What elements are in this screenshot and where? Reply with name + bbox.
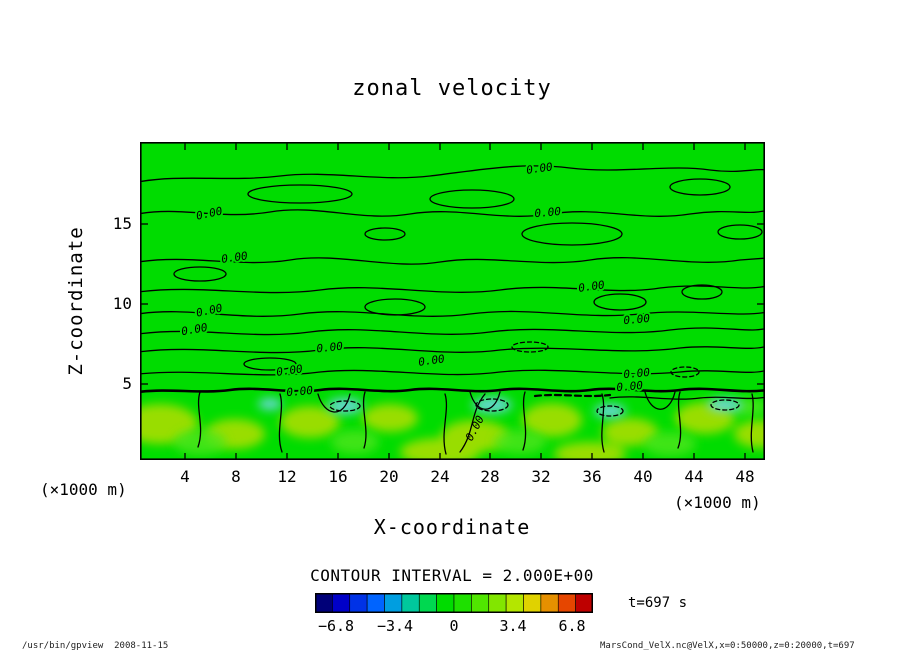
contour-label: 0.00 [616,379,644,394]
colorbar-cell [366,593,385,613]
colorbar-cell [488,593,507,613]
x-tick-label: 24 [430,467,450,486]
colorbar-tick-label: 3.4 [499,617,527,635]
contour-label: 0.00 [286,384,314,399]
x-tick-label: 40 [633,467,653,486]
colorbar-tick-label: −6.8 [317,617,355,635]
x-tick-label: 44 [684,467,704,486]
contour-label: 0.00 [534,205,562,220]
plot-frame [140,142,765,460]
x-tick-label: 4 [180,467,190,486]
colorbar-frame [315,593,593,613]
x-tick-label: 48 [735,467,755,486]
y-tick-label: 15 [112,214,132,233]
colorbar [315,593,593,613]
contour-label: 0.00 [220,249,248,266]
colorbar-cell [349,593,368,613]
contour-plot: 0.00 0.00 0.00 0.00 0.00 0.00 0.00 0.00 … [140,142,765,460]
colorbar-cell [418,593,437,613]
footer-right: MarsCond_VelX.nc@VelX,x=0:50000,z=0:2000… [600,641,855,651]
contour-label: 0.00 [623,312,651,327]
y-axis-label: Z-coordinate [65,226,87,376]
colorbar-cell [557,593,576,613]
colorbar-cell [523,593,542,613]
colorbar-cell [453,593,472,613]
colorbar-cell [575,593,593,613]
contour-label: 0.00 [623,366,651,381]
field-background [140,142,765,460]
contour-label: 0.00 [275,362,303,379]
x-tick-label: 8 [231,467,241,486]
colorbar-tick-label: 0 [449,617,459,635]
colorbar-cell [401,593,420,613]
contour-label: 0.00 [417,352,445,369]
colorbar-cell [315,593,333,613]
x-tick-label: 20 [379,467,399,486]
contour-label: 0.00 [316,340,344,356]
colorbar-cell [384,593,403,613]
colorbar-tick-label: 6.8 [558,617,586,635]
contour-interval-text: CONTOUR INTERVAL = 2.000E+00 [310,566,594,585]
x-unit-right: (×1000 m) [674,493,761,512]
x-unit-left: (×1000 m) [40,480,127,499]
y-tick-label: 10 [112,294,132,313]
colorbar-tick-label: −3.4 [376,617,414,635]
colorbar-cell [332,593,351,613]
x-tick-label: 16 [328,467,348,486]
x-axis-label: X-coordinate [373,515,531,539]
contour-label: 0.00 [525,160,553,177]
x-tick-label: 36 [582,467,602,486]
footer-left: /usr/bin/gpview 2008-11-15 [22,641,169,651]
contour-lines [141,165,764,455]
x-tick-label: 32 [531,467,551,486]
x-tick-label: 12 [277,467,297,486]
time-annotation: t=697 s [628,595,688,611]
x-tick-label: 28 [480,467,500,486]
colorbar-cell [540,593,559,613]
contour-label: 0.00 [577,278,605,295]
y-tick-label: 5 [122,374,132,393]
plot-title: zonal velocity [352,76,552,101]
colorbar-cell [436,593,455,613]
turbulent-band [141,397,764,459]
colorbar-cell [471,593,490,613]
colorbar-cell [505,593,524,613]
